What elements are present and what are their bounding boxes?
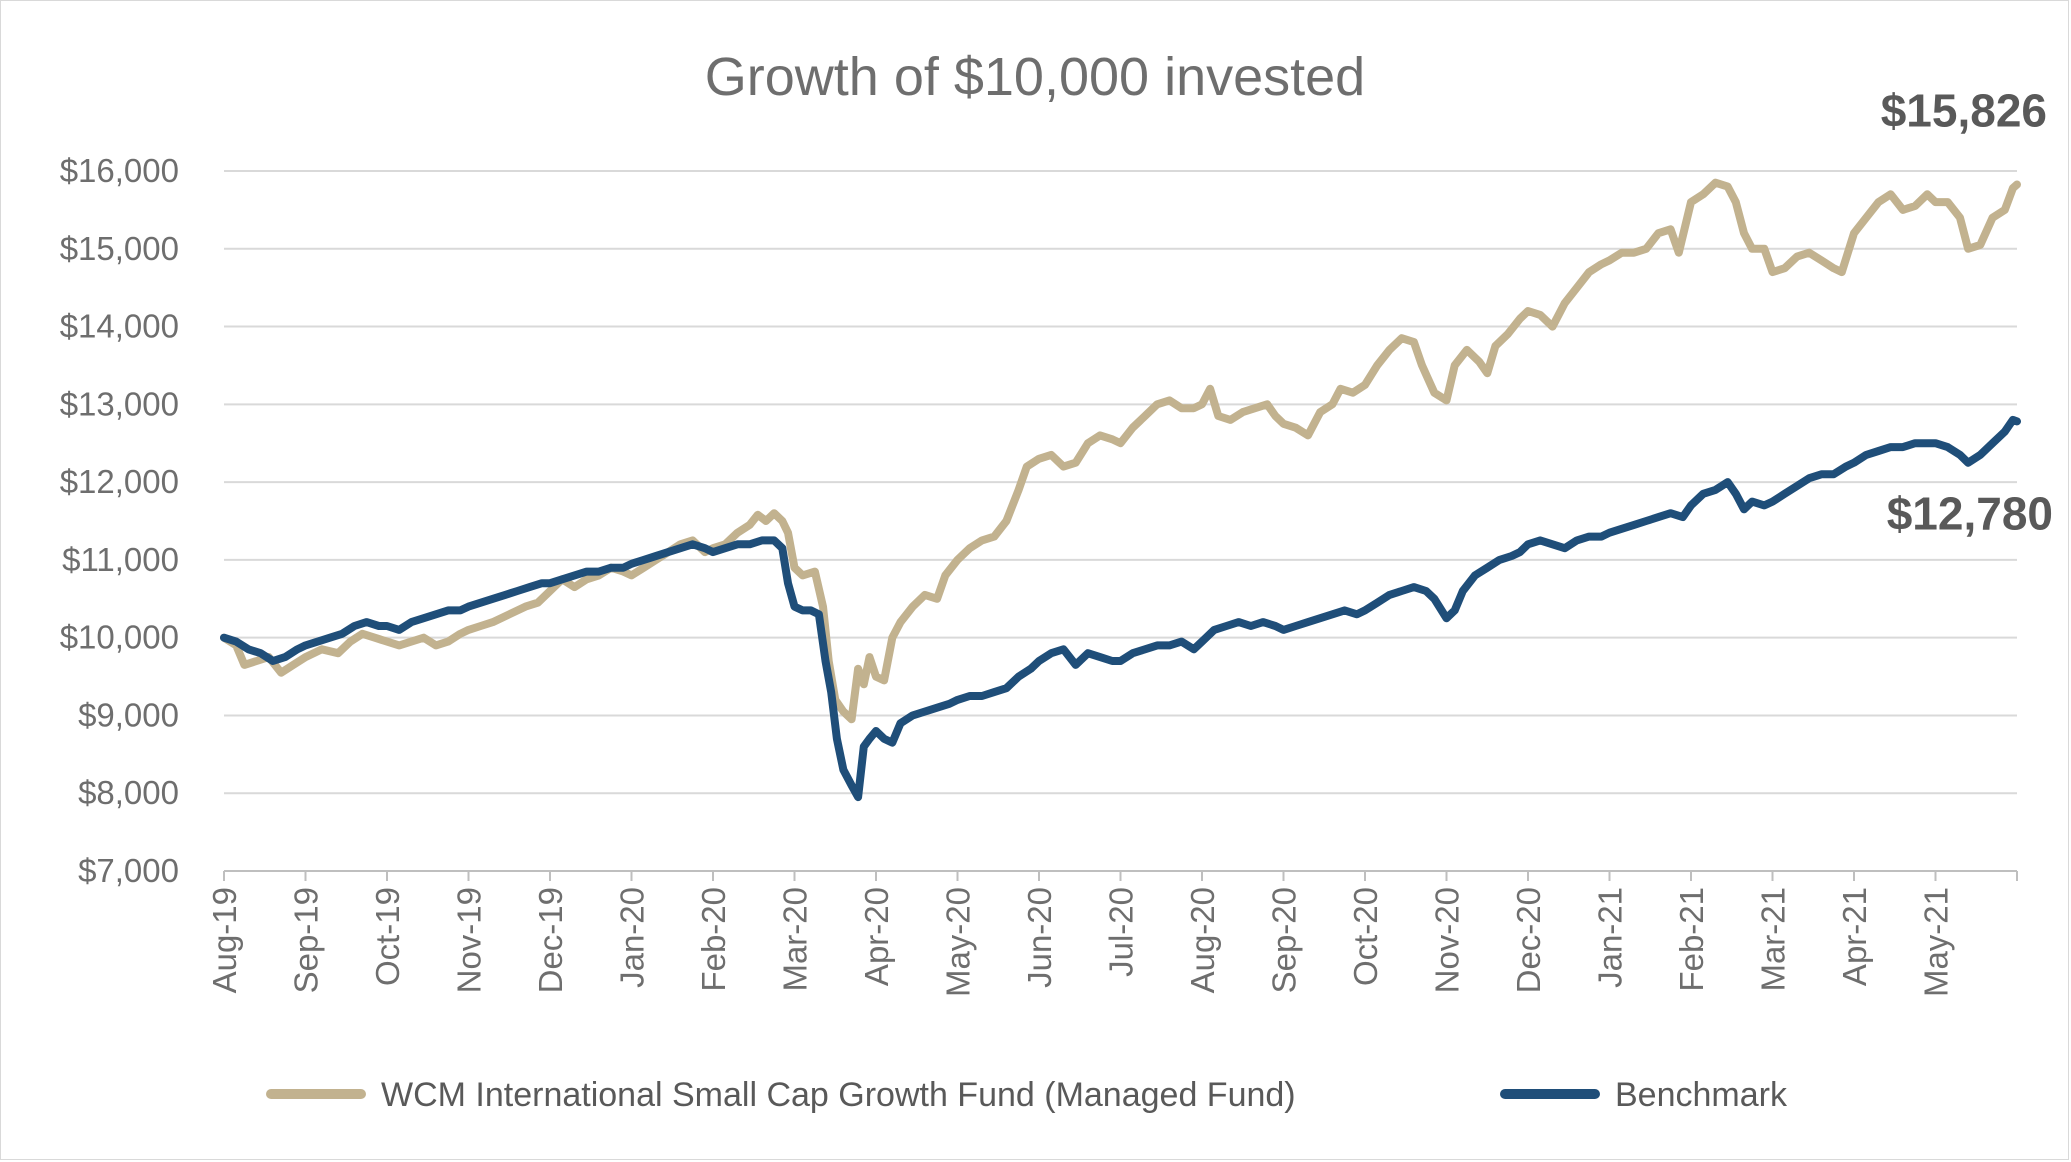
y-tick-label: $12,000 [60,463,179,500]
x-tick-label: Jan-21 [1592,887,1629,988]
x-tick-label: Sep-19 [288,887,325,993]
end-value-label: $15,826 [1881,85,2047,137]
legend-label: WCM International Small Cap Growth Fund … [381,1076,1296,1114]
series-line-2 [220,415,2021,802]
y-tick-label: $10,000 [60,619,179,656]
x-tick-label: Aug-19 [206,887,243,993]
y-tick-label: $16,000 [60,152,179,189]
x-tick-label: Mar-21 [1755,887,1792,992]
x-tick-label: Dec-20 [1510,887,1547,993]
x-tick-label: Oct-20 [1347,887,1384,986]
x-tick-label: Feb-20 [695,887,732,992]
x-tick-label: Jul-20 [1103,887,1140,977]
y-tick-label: $11,000 [62,541,179,578]
x-tick-label: May-20 [940,887,977,997]
y-tick-label: $13,000 [60,385,179,422]
x-tick-label: May-21 [1918,887,1955,997]
x-tick-label: Jun-20 [1021,887,1058,988]
y-tick-label: $9,000 [78,696,179,733]
x-tick-label: Mar-20 [777,887,814,992]
x-tick-label: Feb-21 [1673,887,1710,992]
series-line-1 [220,178,2021,724]
y-tick-label: $8,000 [78,774,179,811]
x-tick-label: Aug-20 [1184,887,1221,993]
x-tick-label: Dec-19 [532,887,569,993]
gridlines [224,170,2017,795]
end-value-label: $12,780 [1887,487,2053,539]
y-tick-label: $7,000 [78,852,179,889]
y-tick-label: $15,000 [60,230,179,267]
x-tick-label: Nov-20 [1429,887,1466,993]
legend-label: Benchmark [1615,1076,1788,1114]
legend: WCM International Small Cap Growth Fund … [266,1076,1788,1114]
x-tick-label: Nov-19 [451,887,488,993]
end-labels: $15,826 $12,780 [1881,85,2053,540]
series-lines [220,178,2021,802]
x-tick-label: Apr-20 [858,887,895,986]
x-tick-label: Oct-19 [369,887,406,986]
chart-title: Growth of $10,000 invested [705,47,1365,107]
axes: $7,000 $8,000 $9,000 $10,000 $11,000 $12,000 $… [60,152,2018,997]
x-tick-label: Sep-20 [1266,887,1303,993]
y-tick-label: $14,000 [60,308,179,345]
x-tick-label: Apr-21 [1836,887,1873,986]
x-tick-label: Jan-20 [614,887,651,988]
